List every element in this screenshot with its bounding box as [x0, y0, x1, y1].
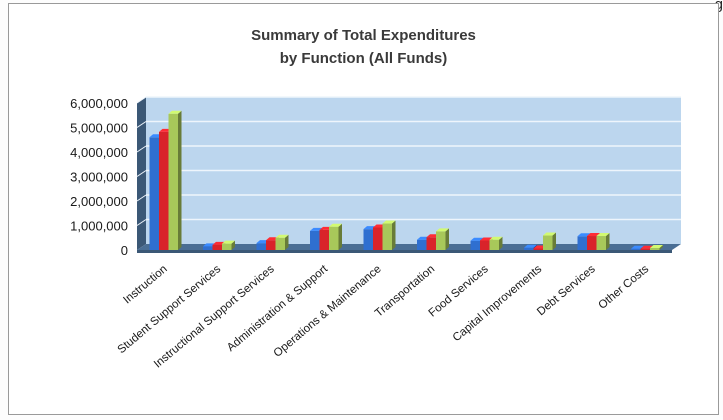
x-category-label: Student Support Services	[116, 263, 224, 356]
x-category-label: Administration & Support	[225, 263, 331, 354]
bar	[275, 237, 285, 250]
x-category-label: Operations & Maintenance	[272, 263, 384, 360]
bar-side	[499, 236, 503, 250]
bar	[489, 239, 499, 250]
bar-side	[178, 110, 182, 250]
bar	[631, 248, 641, 250]
y-tick-label: 6,000,000	[70, 96, 128, 111]
bar-top	[650, 245, 663, 249]
bar-side	[659, 245, 663, 250]
bar	[222, 243, 232, 250]
bar	[256, 243, 266, 250]
bar	[363, 229, 373, 250]
bar-top	[470, 237, 484, 241]
bar	[203, 246, 213, 250]
bar	[310, 230, 320, 250]
bar-side	[606, 233, 610, 250]
x-category-label: Other Costs	[596, 263, 651, 312]
x-category-label: Debt Services	[535, 263, 598, 318]
x-category-label: Capital Improvements	[451, 263, 545, 344]
y-tick-label: 3,000,000	[70, 170, 128, 185]
bar	[168, 113, 178, 250]
bar	[159, 131, 169, 250]
bar	[524, 247, 534, 250]
bar	[470, 240, 480, 250]
bar-side	[231, 240, 235, 250]
bar-side	[552, 232, 556, 250]
bar-top	[382, 220, 396, 224]
chart-title-line-1: Summary of Total Expenditures	[251, 27, 476, 44]
gridline-side	[136, 145, 147, 153]
bar	[543, 235, 553, 250]
bar	[426, 237, 436, 250]
bar-top	[222, 240, 235, 244]
bar	[373, 227, 383, 250]
gridline-side	[136, 121, 147, 128]
y-tick-label: 0	[121, 243, 128, 258]
bar	[596, 236, 606, 250]
bar-top	[543, 232, 556, 236]
bar-top	[489, 236, 503, 240]
bar-top	[587, 233, 600, 237]
bar-top	[631, 245, 644, 249]
gridline-side	[136, 219, 147, 226]
bar	[640, 248, 650, 250]
y-tick-label: 5,000,000	[70, 121, 128, 136]
bar	[382, 223, 392, 250]
bar	[577, 236, 587, 250]
gridline-side	[136, 96, 147, 104]
bar	[149, 137, 159, 250]
y-tick-label: 1,000,000	[70, 219, 128, 234]
gridline-side	[136, 194, 147, 202]
gridline-side	[136, 170, 147, 177]
bar-side	[338, 223, 342, 250]
bar-side	[392, 220, 396, 250]
chart-floor-edge	[137, 250, 672, 253]
bar-side	[445, 228, 449, 250]
bar-top	[275, 234, 289, 238]
y-tick-label: 4,000,000	[70, 145, 128, 160]
bar	[319, 229, 329, 250]
bar	[587, 236, 597, 250]
bar	[533, 248, 543, 250]
bar	[417, 239, 427, 250]
bar-side	[285, 234, 289, 250]
chart-title: Summary of Total Expenditures by Functio…	[9, 24, 718, 70]
bar-top	[436, 228, 449, 232]
chart-title-line-2: by Function (All Funds)	[279, 50, 448, 67]
bar	[480, 240, 490, 250]
bar	[436, 231, 446, 250]
bar-top	[168, 110, 182, 114]
bar	[266, 240, 276, 250]
bar	[212, 244, 222, 250]
x-category-label: Instruction	[121, 263, 169, 306]
bar-top	[524, 244, 537, 248]
bar	[650, 248, 660, 250]
bar-top	[329, 223, 342, 227]
bar-top	[596, 233, 610, 237]
bar	[329, 226, 339, 250]
bar-top	[577, 233, 591, 237]
y-tick-label: 2,000,000	[70, 194, 128, 209]
